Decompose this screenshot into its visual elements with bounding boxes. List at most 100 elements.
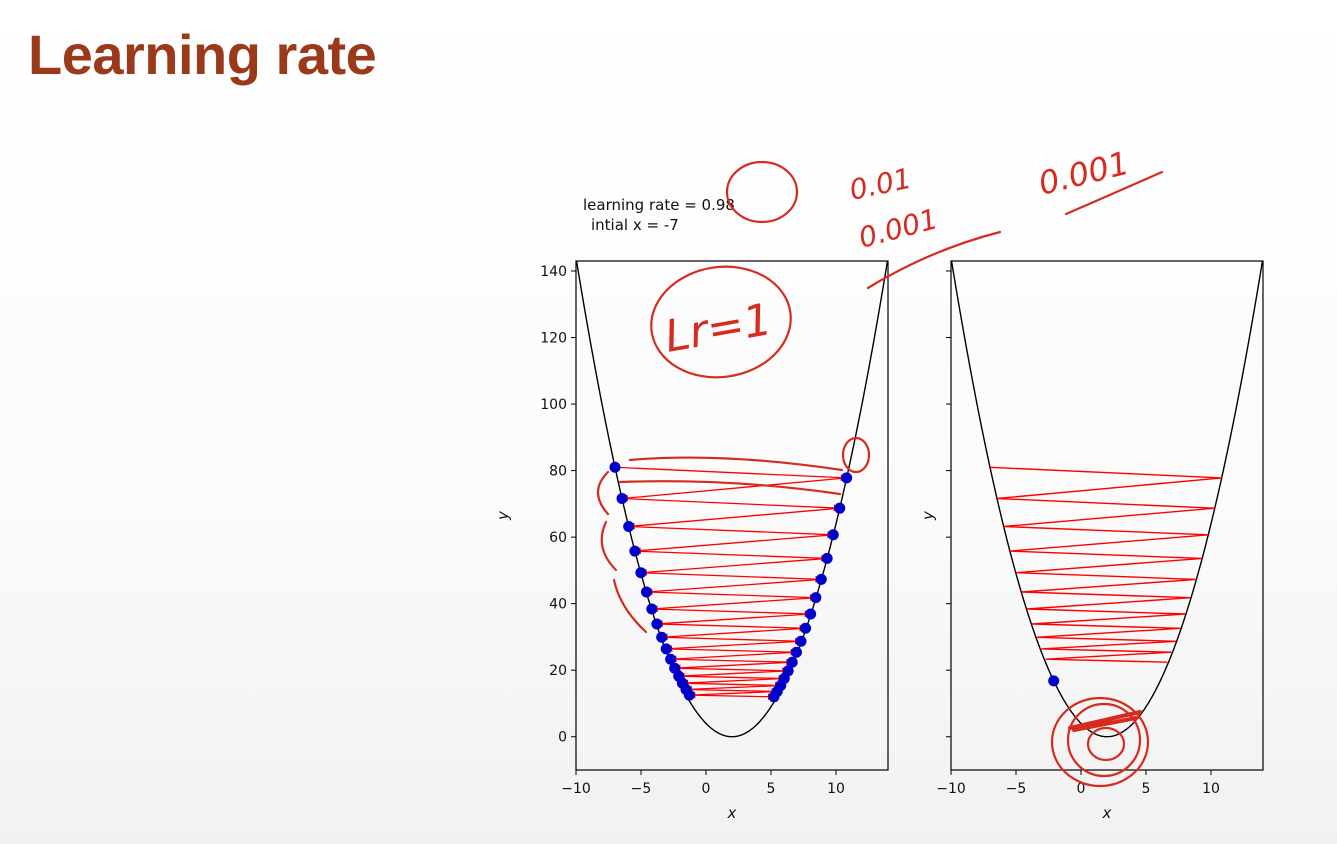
iterate-point — [651, 618, 663, 630]
iterate-point — [800, 622, 812, 634]
chart-caption: learning rate = 0.98 intial x = -7 — [583, 195, 735, 235]
x-tick-label: 0 — [1077, 781, 1086, 797]
step-arrow — [621, 497, 841, 512]
iterate-point — [815, 573, 827, 585]
x-tick-label: −10 — [936, 781, 966, 797]
y-tick-label: 20 — [549, 663, 567, 679]
step-arrow — [682, 681, 782, 689]
step-arrow — [651, 608, 812, 618]
step-arrow — [688, 690, 778, 699]
ink-divider-line — [866, 230, 1002, 290]
step-arrow — [634, 550, 829, 562]
step-arrow — [639, 557, 828, 576]
iterate-point — [786, 656, 798, 668]
step-arrow — [689, 693, 775, 701]
iterate-point — [834, 502, 846, 514]
ink-descent-arrow-3 — [612, 578, 648, 634]
ink-descent-arrow-1 — [596, 470, 610, 516]
slide-title: Learning rate — [28, 23, 377, 86]
x-tick-label: −5 — [1006, 781, 1027, 797]
ink-overshoot-arrow — [628, 456, 844, 472]
step-arrow — [646, 591, 817, 601]
step-arrow — [645, 578, 822, 596]
handwritten-lr-equals-one: Lr=1 — [661, 294, 776, 363]
step-arrow — [655, 613, 811, 628]
iterate-point — [616, 493, 628, 505]
iterate-point — [827, 529, 839, 541]
ink-underline — [1064, 170, 1164, 216]
axes-frame — [575, 260, 889, 771]
iterate-point — [665, 653, 677, 665]
chart-comparison: −10 −5 0 5 10 x y — [919, 260, 1264, 822]
y-tick-label: 100 — [540, 397, 567, 413]
step-arrow — [660, 627, 806, 641]
y-axis-label: y — [494, 510, 512, 521]
lr-equals-one-circle — [650, 265, 792, 379]
x-tick-label: 10 — [1202, 781, 1220, 797]
iterate-point — [629, 545, 641, 557]
parabola-curve — [951, 261, 1263, 738]
iterate-point — [656, 631, 668, 643]
step-arrow — [669, 651, 797, 663]
minimum-circle-3 — [1050, 696, 1150, 788]
iterate-point — [805, 608, 817, 620]
x-tick-label: −5 — [631, 781, 652, 797]
x-tick-label: 0 — [702, 781, 711, 797]
minimum-scribble — [1068, 710, 1142, 732]
iterate-point — [1048, 675, 1060, 687]
step-arrow — [650, 597, 816, 613]
iterate-point — [795, 635, 807, 647]
lr-value-circle — [725, 160, 799, 224]
iterate-point — [660, 643, 672, 655]
iterate-point — [790, 646, 802, 658]
x-axis-label: x — [1102, 804, 1112, 822]
iterate-point — [821, 552, 833, 564]
iterate-point — [646, 603, 658, 615]
step-arrow — [628, 525, 835, 539]
minimum-circle-1 — [1086, 726, 1126, 762]
handwritten-0.001-b: 0.001 — [1035, 144, 1133, 203]
minimum-circle-2 — [1066, 702, 1142, 778]
step-arrow — [621, 477, 847, 502]
iterate-point — [623, 520, 635, 532]
axes-frame — [950, 260, 1264, 771]
step-arrow — [666, 648, 798, 656]
step-arrow — [633, 534, 834, 555]
step-arrow — [627, 507, 840, 530]
step-arrow — [678, 674, 786, 682]
ink-descent-arrow-2 — [600, 520, 618, 572]
iterate-point — [841, 472, 853, 484]
handwritten-0.01: 0.01 — [847, 162, 915, 207]
top-right-point-circle — [841, 436, 871, 474]
y-axis-label: y — [919, 510, 937, 521]
iterate-point — [609, 461, 621, 473]
iterate-point — [768, 691, 780, 703]
handwritten-0.001-a: 0.001 — [855, 202, 941, 255]
step-arrow — [684, 684, 781, 693]
step-arrow — [685, 687, 779, 695]
y-tick-label: 140 — [540, 264, 567, 280]
step-arrow — [614, 466, 848, 482]
step-arrow — [656, 623, 807, 632]
ink-overshoot-arrow-2 — [618, 480, 842, 496]
x-axis-label: x — [727, 804, 737, 822]
iterate-point — [640, 586, 652, 598]
x-tick-label: −10 — [561, 781, 591, 797]
x-tick-label: 10 — [827, 781, 845, 797]
initial-x-caption: intial x = -7 — [591, 216, 679, 234]
learning-rate-caption: learning rate = 0.98 — [583, 196, 735, 214]
y-tick-label: 0 — [558, 730, 567, 746]
zigzag-path — [989, 466, 1222, 663]
plot-area — [951, 261, 1263, 738]
step-arrow — [670, 658, 794, 666]
step-arrow — [677, 670, 789, 680]
step-arrow — [665, 640, 802, 653]
step-arrow — [681, 677, 785, 687]
y-tick-label: 120 — [540, 331, 567, 347]
y-tick-label: 80 — [549, 464, 567, 480]
x-tick-label: 5 — [1142, 781, 1151, 797]
step-arrow — [674, 667, 790, 675]
step-arrow — [673, 661, 793, 672]
